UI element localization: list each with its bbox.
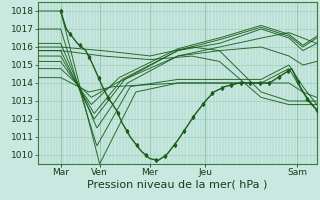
X-axis label: Pression niveau de la mer( hPa ): Pression niveau de la mer( hPa )	[87, 180, 268, 190]
